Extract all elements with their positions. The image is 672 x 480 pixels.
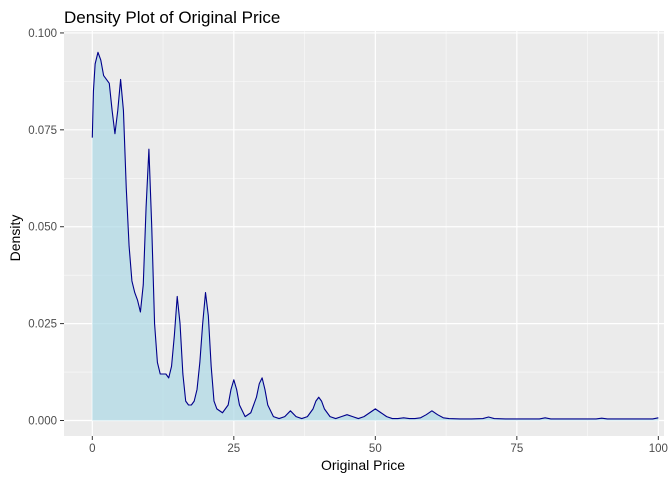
minor-gridlines xyxy=(64,31,664,436)
x-axis-title: Original Price xyxy=(321,457,405,473)
density-area xyxy=(92,52,659,421)
plot-panel xyxy=(64,31,664,436)
x-tick-label: 0 xyxy=(89,443,95,455)
y-tick-label: 0.050 xyxy=(28,222,57,234)
y-tick-label: 0.025 xyxy=(28,319,57,331)
x-tick-label: 50 xyxy=(369,443,382,455)
density-line xyxy=(91,51,659,420)
x-tick-label: 75 xyxy=(510,443,523,455)
y-tick-label: 0.100 xyxy=(28,28,57,40)
major-gridlines xyxy=(64,31,664,436)
y-axis-title: Density xyxy=(7,215,23,262)
y-axis: 0.000 0.025 0.050 0.075 0.100 xyxy=(28,28,64,427)
x-tick-label: 25 xyxy=(227,443,240,455)
y-tick-label: 0.000 xyxy=(28,415,57,427)
chart-title: Density Plot of Original Price xyxy=(64,8,280,27)
y-tick-label: 0.075 xyxy=(28,125,57,137)
x-tick-label: 100 xyxy=(649,443,668,455)
x-axis: 0 25 50 75 100 xyxy=(89,436,668,455)
